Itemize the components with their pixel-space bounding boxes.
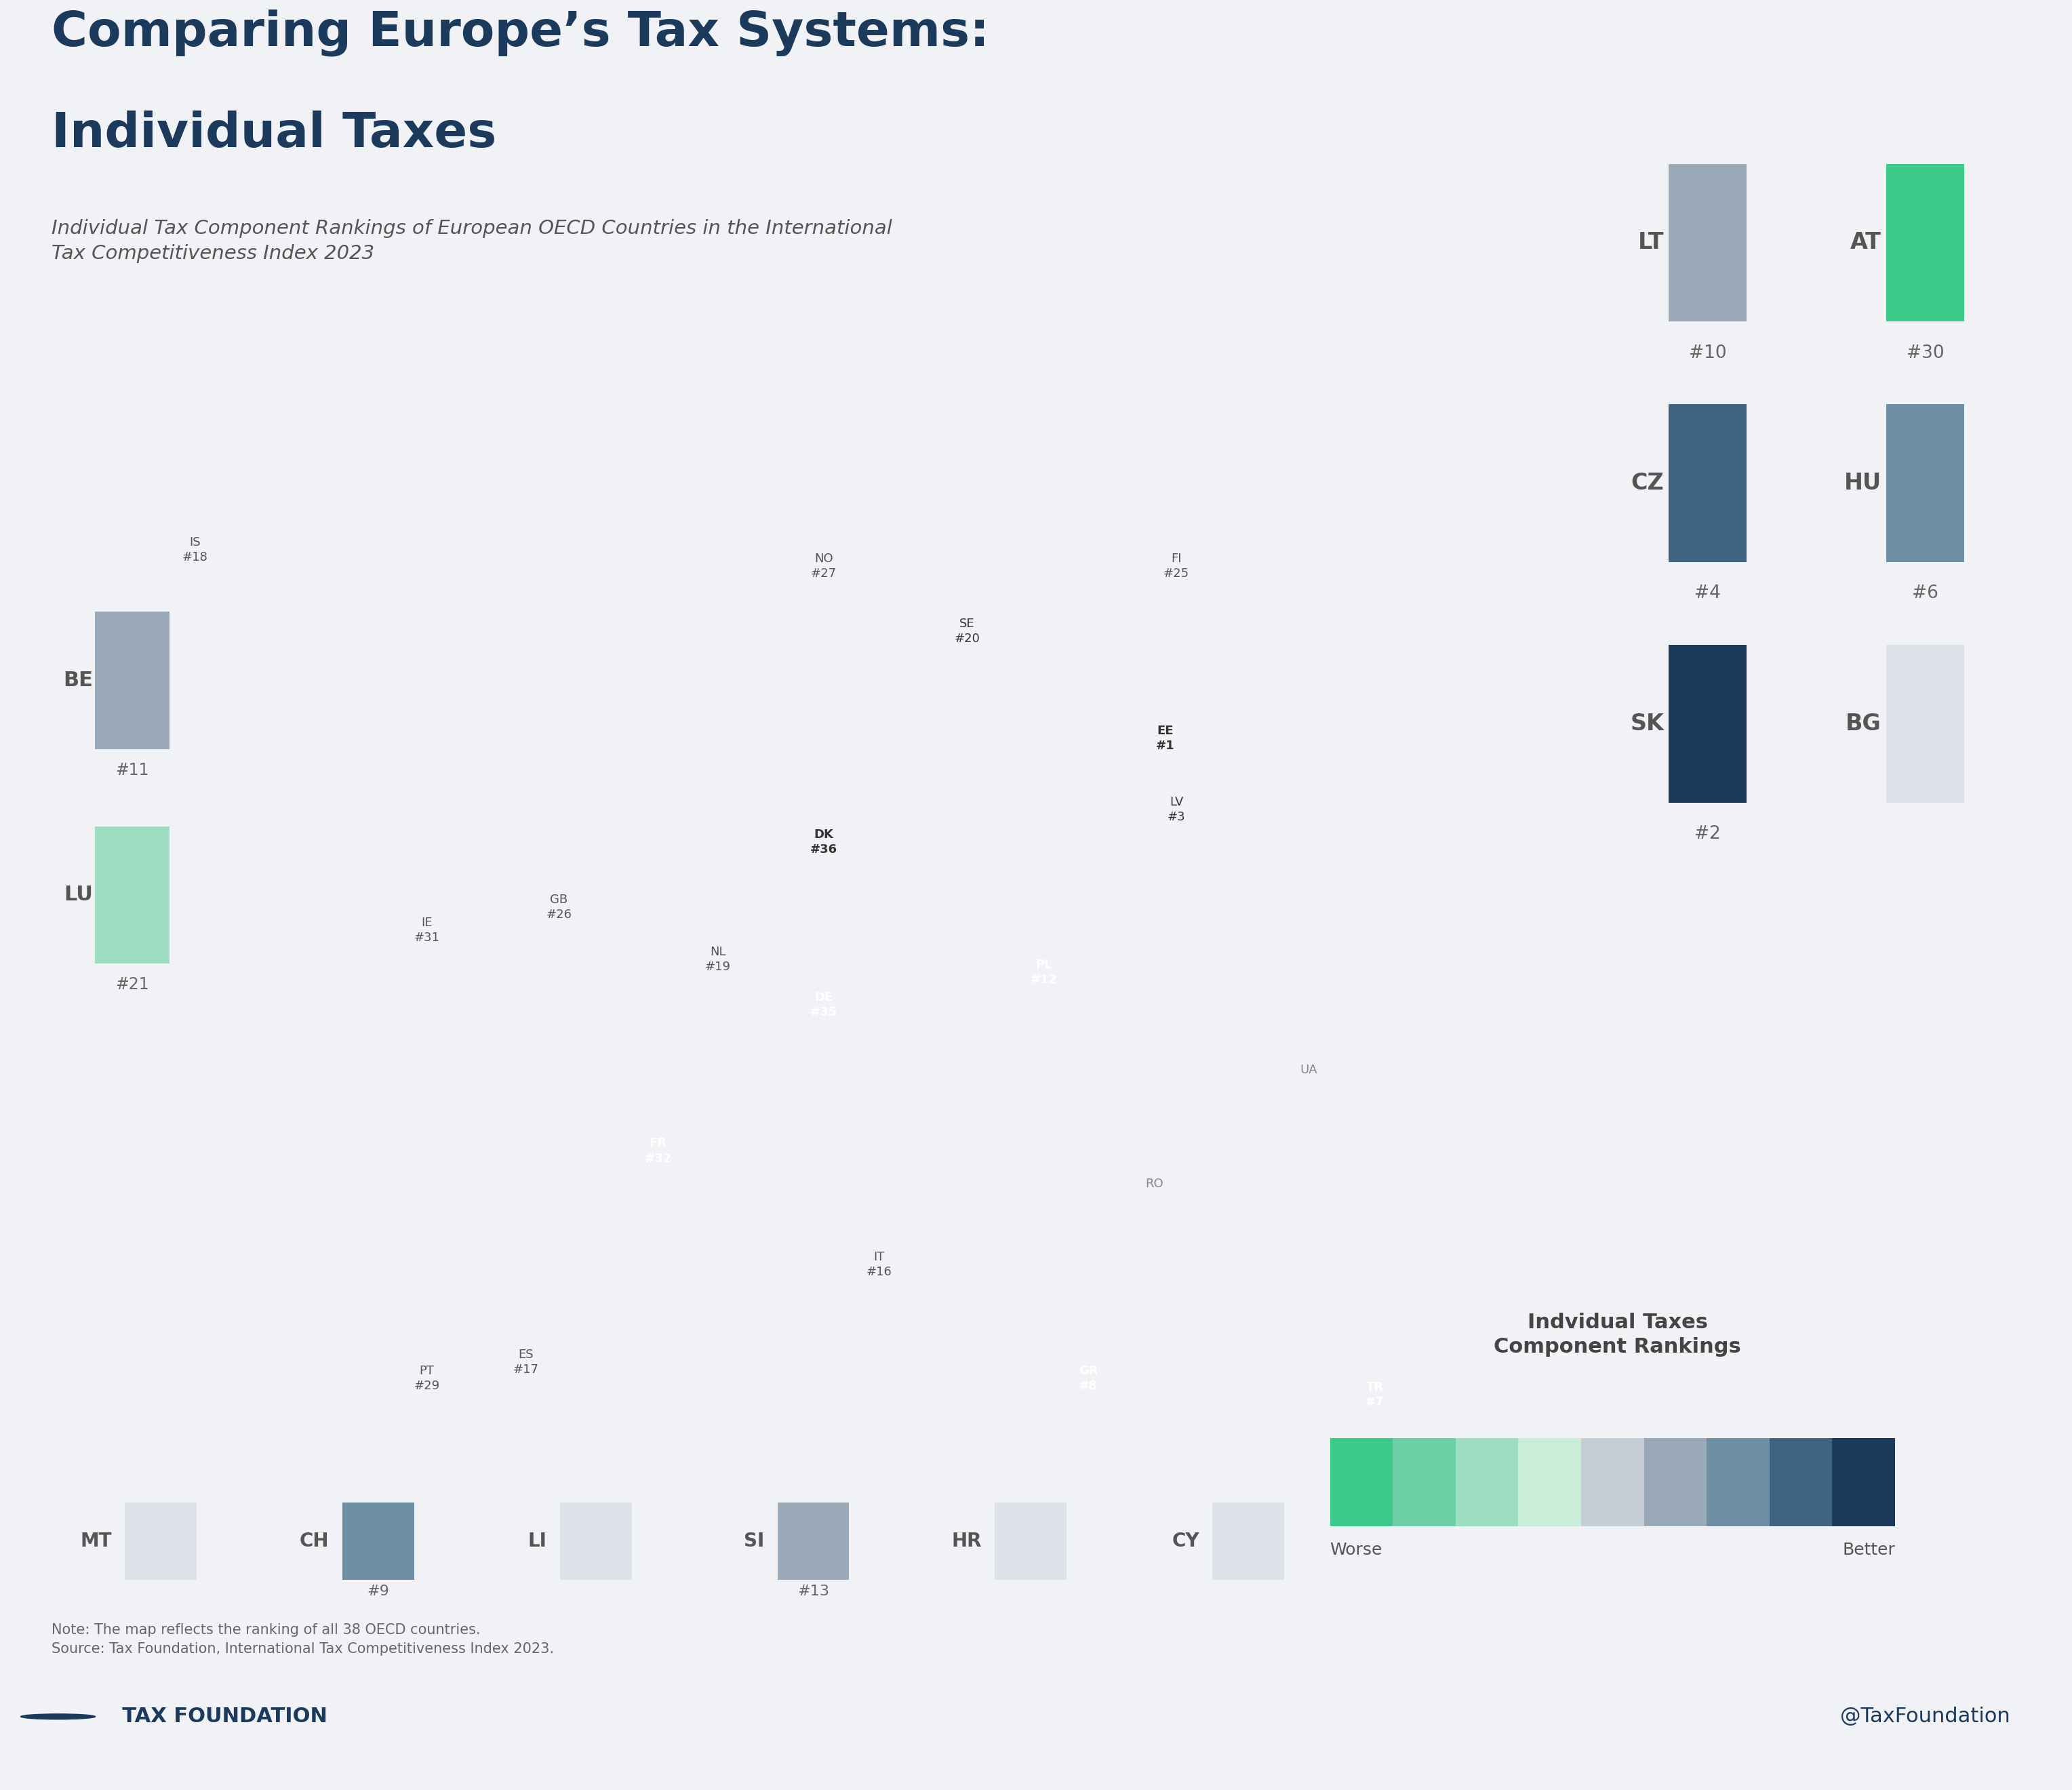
Bar bbox=[1832, 1439, 1896, 1525]
Text: LI: LI bbox=[528, 1532, 547, 1550]
Text: RO: RO bbox=[1146, 1178, 1162, 1190]
Text: #6: #6 bbox=[1912, 585, 1937, 603]
Bar bbox=[1455, 1439, 1519, 1525]
Text: #30: #30 bbox=[1906, 344, 1944, 362]
Text: GR
#8: GR #8 bbox=[1080, 1366, 1098, 1393]
Text: CH: CH bbox=[300, 1532, 329, 1550]
Bar bbox=[1769, 1439, 1832, 1525]
Text: Individual Taxes: Individual Taxes bbox=[52, 111, 497, 158]
Bar bbox=[1668, 644, 1747, 802]
Text: DE
#35: DE #35 bbox=[810, 992, 837, 1019]
Text: IE
#31: IE #31 bbox=[414, 916, 439, 943]
Text: UA: UA bbox=[1299, 1063, 1318, 1076]
Bar bbox=[1886, 165, 1964, 322]
Text: #4: #4 bbox=[1695, 585, 1720, 603]
Bar bbox=[1392, 1439, 1455, 1525]
Text: Better: Better bbox=[1842, 1541, 1896, 1557]
Text: NL
#19: NL #19 bbox=[704, 945, 731, 974]
Text: Worse: Worse bbox=[1330, 1541, 1382, 1557]
Text: Note: The map reflects the ranking of all 38 OECD countries.
Source: Tax Foundat: Note: The map reflects the ranking of al… bbox=[52, 1624, 553, 1656]
Bar bbox=[1886, 405, 1964, 562]
Text: LV
#3: LV #3 bbox=[1167, 797, 1185, 823]
Text: HR: HR bbox=[951, 1532, 982, 1550]
Text: ES
#17: ES #17 bbox=[514, 1348, 539, 1377]
Bar bbox=[1330, 1439, 1392, 1525]
Text: #21: #21 bbox=[116, 977, 149, 993]
Bar bbox=[1668, 405, 1747, 562]
Text: CZ: CZ bbox=[1631, 473, 1664, 494]
Text: FR
#32: FR #32 bbox=[644, 1137, 671, 1165]
Text: BG: BG bbox=[1846, 712, 1881, 736]
Bar bbox=[1668, 165, 1747, 322]
Text: CY: CY bbox=[1173, 1532, 1200, 1550]
Text: HU: HU bbox=[1844, 473, 1881, 494]
Text: SI: SI bbox=[744, 1532, 765, 1550]
Text: Individual Tax Component Rankings of European OECD Countries in the Internationa: Individual Tax Component Rankings of Eur… bbox=[52, 218, 893, 263]
Bar bbox=[95, 612, 170, 748]
Text: GB
#26: GB #26 bbox=[547, 893, 572, 920]
Text: IS
#18: IS #18 bbox=[182, 535, 207, 564]
Text: AT: AT bbox=[1850, 231, 1881, 254]
Text: SK: SK bbox=[1631, 712, 1664, 736]
Text: BE: BE bbox=[64, 671, 93, 689]
Bar bbox=[1581, 1439, 1643, 1525]
Text: TR
#7: TR #7 bbox=[1365, 1382, 1384, 1409]
Bar bbox=[559, 1502, 632, 1581]
Text: PT
#29: PT #29 bbox=[414, 1366, 439, 1393]
Text: LU: LU bbox=[64, 886, 93, 904]
Text: FI
#25: FI #25 bbox=[1164, 553, 1189, 580]
Text: #2: #2 bbox=[1695, 825, 1720, 843]
Bar bbox=[1519, 1439, 1581, 1525]
Bar bbox=[342, 1502, 414, 1581]
Text: PL
#12: PL #12 bbox=[1030, 959, 1057, 986]
Text: DK
#36: DK #36 bbox=[810, 829, 837, 856]
Text: SE
#20: SE #20 bbox=[953, 618, 980, 644]
Bar bbox=[1707, 1439, 1769, 1525]
Text: IT
#16: IT #16 bbox=[866, 1251, 891, 1278]
Bar bbox=[777, 1502, 850, 1581]
Text: Comparing Europe’s Tax Systems:: Comparing Europe’s Tax Systems: bbox=[52, 9, 990, 55]
Text: #11: #11 bbox=[116, 763, 149, 779]
Text: #9: #9 bbox=[367, 1584, 390, 1598]
Text: EE
#1: EE #1 bbox=[1156, 725, 1175, 752]
Bar bbox=[95, 827, 170, 963]
Bar bbox=[995, 1502, 1067, 1581]
Text: Indvidual Taxes
Component Rankings: Indvidual Taxes Component Rankings bbox=[1494, 1314, 1740, 1357]
Bar bbox=[1643, 1439, 1707, 1525]
Text: #10: #10 bbox=[1689, 344, 1726, 362]
Text: TAX FOUNDATION: TAX FOUNDATION bbox=[108, 1708, 327, 1726]
Text: MT: MT bbox=[81, 1532, 112, 1550]
Text: NO
#27: NO #27 bbox=[810, 553, 837, 580]
Bar bbox=[1886, 644, 1964, 802]
Bar bbox=[1212, 1502, 1285, 1581]
Bar bbox=[124, 1502, 197, 1581]
Text: @TaxFoundation: @TaxFoundation bbox=[1840, 1708, 2010, 1726]
Text: LT: LT bbox=[1639, 231, 1664, 254]
Circle shape bbox=[21, 1715, 95, 1718]
Text: #13: #13 bbox=[798, 1584, 829, 1598]
